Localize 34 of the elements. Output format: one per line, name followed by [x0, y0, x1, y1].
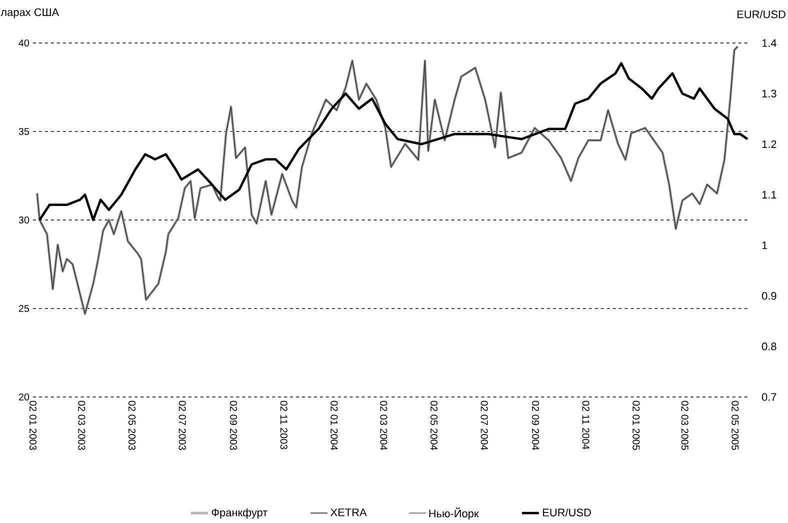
- y2-axis-title: EUR/USD: [738, 10, 786, 18]
- y2-tick-label: 1.4: [762, 39, 776, 47]
- y-tick-label: 20: [18, 393, 30, 401]
- x-tick-label: 02 05 2003: [128, 400, 136, 450]
- x-tick-label: 02 03 2004: [380, 400, 388, 450]
- legend-label: Нью-Йорк: [429, 507, 479, 520]
- y2-tick-label: 0.7: [762, 393, 776, 401]
- y2-tick-label: 1.3: [762, 90, 776, 98]
- legend-label: XETRA: [330, 508, 367, 516]
- x-tick-label: 02 05 2004: [430, 400, 438, 450]
- x-tick-label: 02 01 2003: [29, 400, 37, 450]
- legend-label: Франкфурт: [212, 508, 268, 519]
- y2-tick-label: 1.2: [762, 140, 776, 148]
- x-tick-label: 02 11 2004: [582, 400, 590, 450]
- y2-tick-label: 0.8: [762, 342, 776, 350]
- x-tick-label: 02 03 2005: [681, 400, 688, 450]
- y-tick-label: 25: [18, 304, 30, 312]
- legend-label: EUR/USD: [543, 508, 591, 516]
- y2-tick-label: 0.9: [762, 292, 776, 300]
- y-axis-title: ларах США: [0, 8, 60, 18]
- x-tick-label: 02 09 2004: [532, 400, 540, 450]
- x-tick-label: 02 09 2003: [230, 400, 238, 450]
- y-tick-label: 35: [18, 128, 30, 136]
- y-tick-label: 30: [18, 216, 30, 224]
- x-tick-label: 02 01 2004: [330, 400, 338, 450]
- y-tick-label: 40: [18, 39, 30, 47]
- x-tick-label: 02 01 2005: [632, 400, 640, 450]
- y2-tick-label: 1.1: [762, 190, 776, 198]
- x-tick-label: 02 03 2003: [78, 400, 86, 450]
- x-tick-label: 02 07 2003: [178, 400, 186, 450]
- x-tick-label: 02 07 2004: [480, 400, 488, 450]
- y2-tick-label: 1: [762, 242, 768, 250]
- x-tick-label: 02 05 2005: [732, 400, 739, 450]
- x-tick-label: 02 11 2003: [280, 400, 288, 450]
